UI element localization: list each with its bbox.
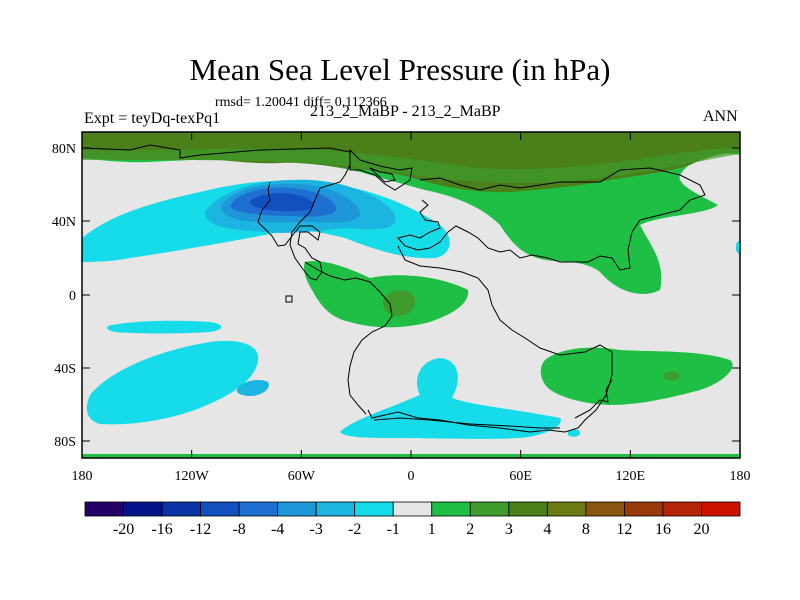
- colorbar-swatch: [431, 501, 471, 517]
- longitude-axis: 180 120W 60W 0 60E 120E 180: [72, 132, 751, 484]
- colorbar-label: 12: [616, 521, 632, 538]
- greenland-outline: [349, 148, 413, 191]
- colorbar: -20 -16 -12 -8 -4 -3 -2 -1 1 2 3 4 8 12 16 20: [84, 501, 741, 538]
- lat-label: 0: [69, 289, 76, 304]
- colorbar-swatch: [662, 501, 702, 517]
- colorbar-swatch: [508, 501, 548, 517]
- colorbar-label: 20: [693, 521, 709, 538]
- colorbar-swatch: [701, 501, 741, 517]
- colorbar-swatch: [469, 501, 510, 517]
- colorbar-label: -12: [190, 521, 211, 538]
- east-olive-core: [664, 371, 680, 381]
- colorbar-label: 8: [582, 521, 590, 538]
- south-america-outline: [304, 261, 393, 415]
- colorbar-label: -2: [348, 521, 361, 538]
- case-label: 213_2_MaBP - 213_2_MaBP: [310, 103, 501, 120]
- lon-label: 60E: [509, 469, 532, 484]
- map-title: Mean Sea Level Pressure (in hPa): [189, 52, 611, 87]
- colorbar-swatch: [161, 501, 201, 517]
- australia-outline: [574, 379, 613, 419]
- antarctic-outline: [373, 417, 560, 429]
- lat-label: 40S: [54, 362, 76, 377]
- colorbar-swatch: [315, 501, 356, 517]
- colorbar-label: -3: [310, 521, 323, 538]
- map-plot-area: [82, 132, 740, 458]
- eurasia-outline: [397, 167, 706, 271]
- colorbar-label: -20: [113, 521, 134, 538]
- continent-outlines: [82, 144, 706, 433]
- colorbar-label: 2: [466, 521, 474, 538]
- colorbar-label: -4: [271, 521, 284, 538]
- latitude-axis: 80N 40N 0 40S 80S: [52, 142, 740, 450]
- lon-label: 60W: [288, 469, 316, 484]
- africa-outline: [367, 245, 613, 433]
- colorbar-label: -8: [232, 521, 245, 538]
- colorbar-swatch: [123, 501, 163, 517]
- arctic-islands-outline: [369, 167, 396, 183]
- colorbar-label: 16: [655, 521, 671, 538]
- lon-label: 180: [72, 469, 93, 484]
- pacific-island-outline: [285, 295, 293, 303]
- season-label: ANN: [703, 108, 738, 125]
- colorbar-swatch: [238, 501, 279, 517]
- southwest-cyan-trough: [86, 340, 259, 425]
- lat-label: 40N: [52, 215, 76, 230]
- colorbar-swatch: [624, 501, 664, 517]
- tropical-green-blob: [303, 260, 469, 328]
- colorbar-swatch: [546, 501, 587, 517]
- lon-label: 180: [730, 469, 751, 484]
- colorbar-label: -1: [387, 521, 400, 538]
- colorbar-label: 4: [543, 521, 551, 538]
- north-olive-mid: [82, 148, 740, 183]
- east-cyan-spot: [736, 240, 740, 255]
- north-blue8-core: [250, 193, 315, 212]
- lat-label: 80S: [54, 435, 76, 450]
- lat-label: 80N: [52, 142, 76, 157]
- colorbar-label: -16: [151, 521, 172, 538]
- colorbar-swatch: [200, 501, 240, 517]
- south-cyan-spot: [568, 429, 580, 437]
- colorbar-label: 1: [428, 521, 436, 538]
- colorbar-swatch: [354, 501, 394, 517]
- colorbar-swatch: [585, 501, 625, 517]
- colorbar-swatch: [84, 501, 124, 517]
- lon-label: 0: [408, 469, 415, 484]
- colorbar-swatch: [392, 501, 433, 517]
- lon-label: 120W: [175, 469, 210, 484]
- small-cyan-streak: [107, 320, 222, 334]
- lon-label: 120E: [616, 469, 646, 484]
- experiment-label: Expt = teyDq-texPq1: [84, 110, 221, 127]
- north-america-outline: [82, 144, 351, 281]
- southwest-blue2-core: [236, 380, 269, 396]
- east-green-blob: [540, 347, 733, 405]
- colorbar-label: 3: [505, 521, 513, 538]
- rmsd-diff-stats: rmsd= 1.20041 diff= 0.112366: [215, 95, 387, 110]
- colorbar-swatch: [277, 501, 317, 517]
